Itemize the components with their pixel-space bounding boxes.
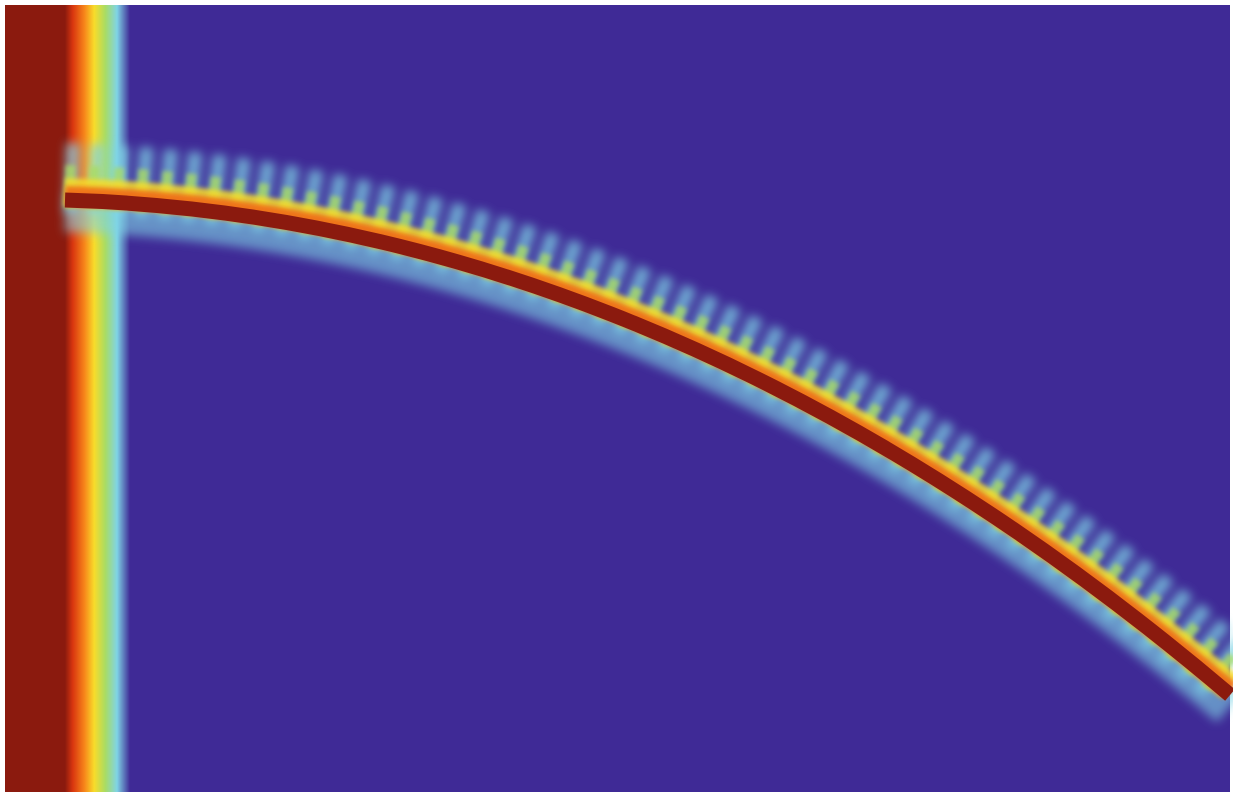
page	[0, 0, 1233, 795]
left-band	[5, 5, 67, 792]
background	[5, 5, 1230, 792]
left-gradient	[65, 5, 130, 792]
heatmap-image	[0, 0, 1233, 795]
